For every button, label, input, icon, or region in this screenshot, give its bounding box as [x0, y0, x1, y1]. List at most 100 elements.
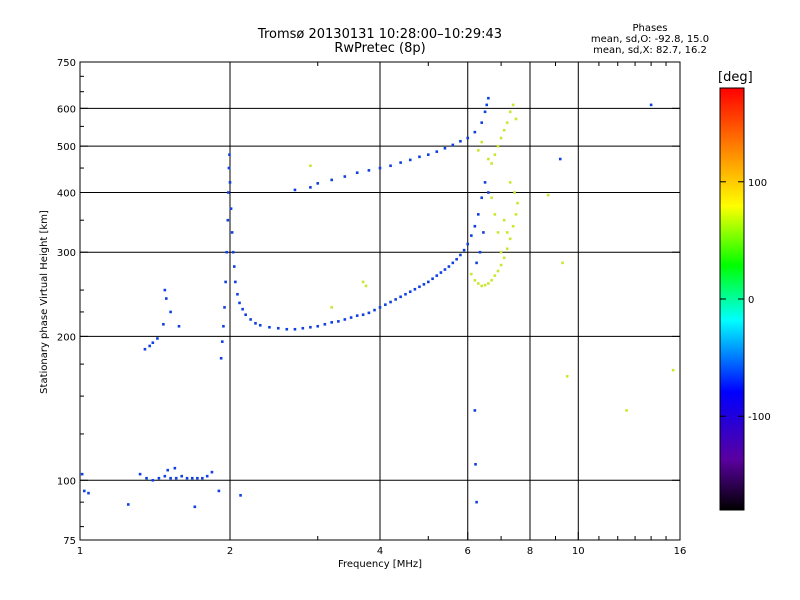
data-point: [293, 188, 297, 192]
data-points: [80, 96, 675, 509]
data-point: [169, 310, 172, 314]
data-point: [473, 279, 477, 282]
data-point: [475, 500, 478, 504]
data-point: [483, 110, 487, 114]
data-point: [404, 292, 407, 296]
data-point: [373, 308, 376, 312]
data-point: [330, 306, 334, 309]
y-tick-label: 400: [57, 188, 76, 199]
data-point: [126, 503, 130, 506]
data-point: [166, 468, 170, 472]
data-point: [80, 472, 84, 476]
data-point: [422, 283, 426, 286]
data-point: [220, 340, 224, 343]
data-point: [493, 274, 497, 277]
data-point: [511, 224, 515, 228]
data-point: [378, 306, 382, 309]
data-point: [671, 368, 675, 372]
data-point: [337, 320, 340, 323]
x-tick-label: 4: [377, 546, 383, 557]
data-point: [228, 153, 231, 156]
data-point: [241, 307, 244, 311]
data-point: [148, 344, 152, 348]
data-point: [451, 143, 455, 147]
colorbar-label: [deg]: [718, 70, 753, 85]
data-point: [367, 169, 371, 172]
data-point: [244, 313, 247, 317]
data-point: [268, 325, 271, 329]
data-point: [473, 409, 477, 412]
data-point: [499, 263, 503, 267]
data-point: [505, 121, 509, 124]
colorbar-tick-label: -100: [748, 412, 771, 423]
y-tick-label: 75: [63, 536, 76, 547]
data-point: [190, 476, 194, 480]
chart-subtitle: RwPretec (8p): [334, 41, 426, 56]
data-point: [201, 476, 204, 480]
data-point: [478, 250, 482, 254]
data-point: [185, 476, 189, 480]
data-point: [254, 322, 257, 325]
data-point: [477, 282, 480, 285]
data-point: [480, 121, 484, 124]
data-point: [483, 181, 487, 184]
data-point: [496, 231, 500, 234]
data-point: [459, 139, 462, 143]
data-point: [330, 321, 334, 324]
phase-heading: Phases: [632, 23, 668, 34]
data-point: [480, 140, 484, 144]
data-point: [508, 181, 512, 184]
data-point: [462, 248, 466, 252]
data-point: [238, 301, 241, 305]
x-axis-label: Frequency [MHz]: [338, 559, 422, 570]
data-point: [475, 261, 478, 265]
data-point: [236, 292, 239, 296]
data-point: [496, 269, 500, 273]
data-point: [447, 265, 451, 268]
data-point: [169, 476, 172, 480]
data-point: [227, 166, 231, 170]
data-point: [502, 128, 506, 132]
data-point: [466, 136, 470, 140]
data-point: [408, 290, 412, 294]
data-point: [558, 157, 562, 161]
data-point: [145, 476, 148, 480]
data-point: [480, 284, 484, 288]
data-point: [459, 253, 462, 257]
data-point: [508, 110, 512, 114]
data-point: [482, 231, 485, 234]
data-point: [330, 178, 334, 182]
data-point: [258, 323, 262, 327]
data-point: [473, 224, 477, 228]
data-point: [301, 326, 305, 330]
data-point: [163, 288, 167, 292]
data-point: [309, 164, 312, 168]
y-axis-ticks: 75 100 200 300 400 500 600 750: [57, 58, 680, 547]
data-point: [490, 196, 493, 200]
data-point: [487, 96, 490, 100]
data-point: [435, 274, 439, 277]
data-point: [399, 161, 402, 164]
data-point: [408, 158, 412, 162]
data-point: [496, 144, 500, 148]
data-point: [157, 476, 161, 480]
data-point: [455, 257, 458, 261]
data-point: [229, 207, 233, 210]
x-tick-label: 8: [527, 546, 533, 557]
data-point: [361, 280, 365, 284]
data-point: [316, 324, 320, 328]
data-point: [649, 103, 653, 107]
data-point: [174, 476, 178, 480]
data-point: [309, 186, 312, 189]
data-point: [490, 162, 493, 165]
data-point: [226, 218, 230, 222]
data-point: [625, 409, 628, 412]
data-point: [309, 325, 312, 329]
data-point: [173, 466, 177, 470]
data-point: [231, 250, 235, 254]
data-point: [349, 316, 353, 319]
data-point: [223, 306, 226, 309]
data-point: [225, 250, 229, 254]
y-tick-label: 500: [57, 142, 76, 153]
